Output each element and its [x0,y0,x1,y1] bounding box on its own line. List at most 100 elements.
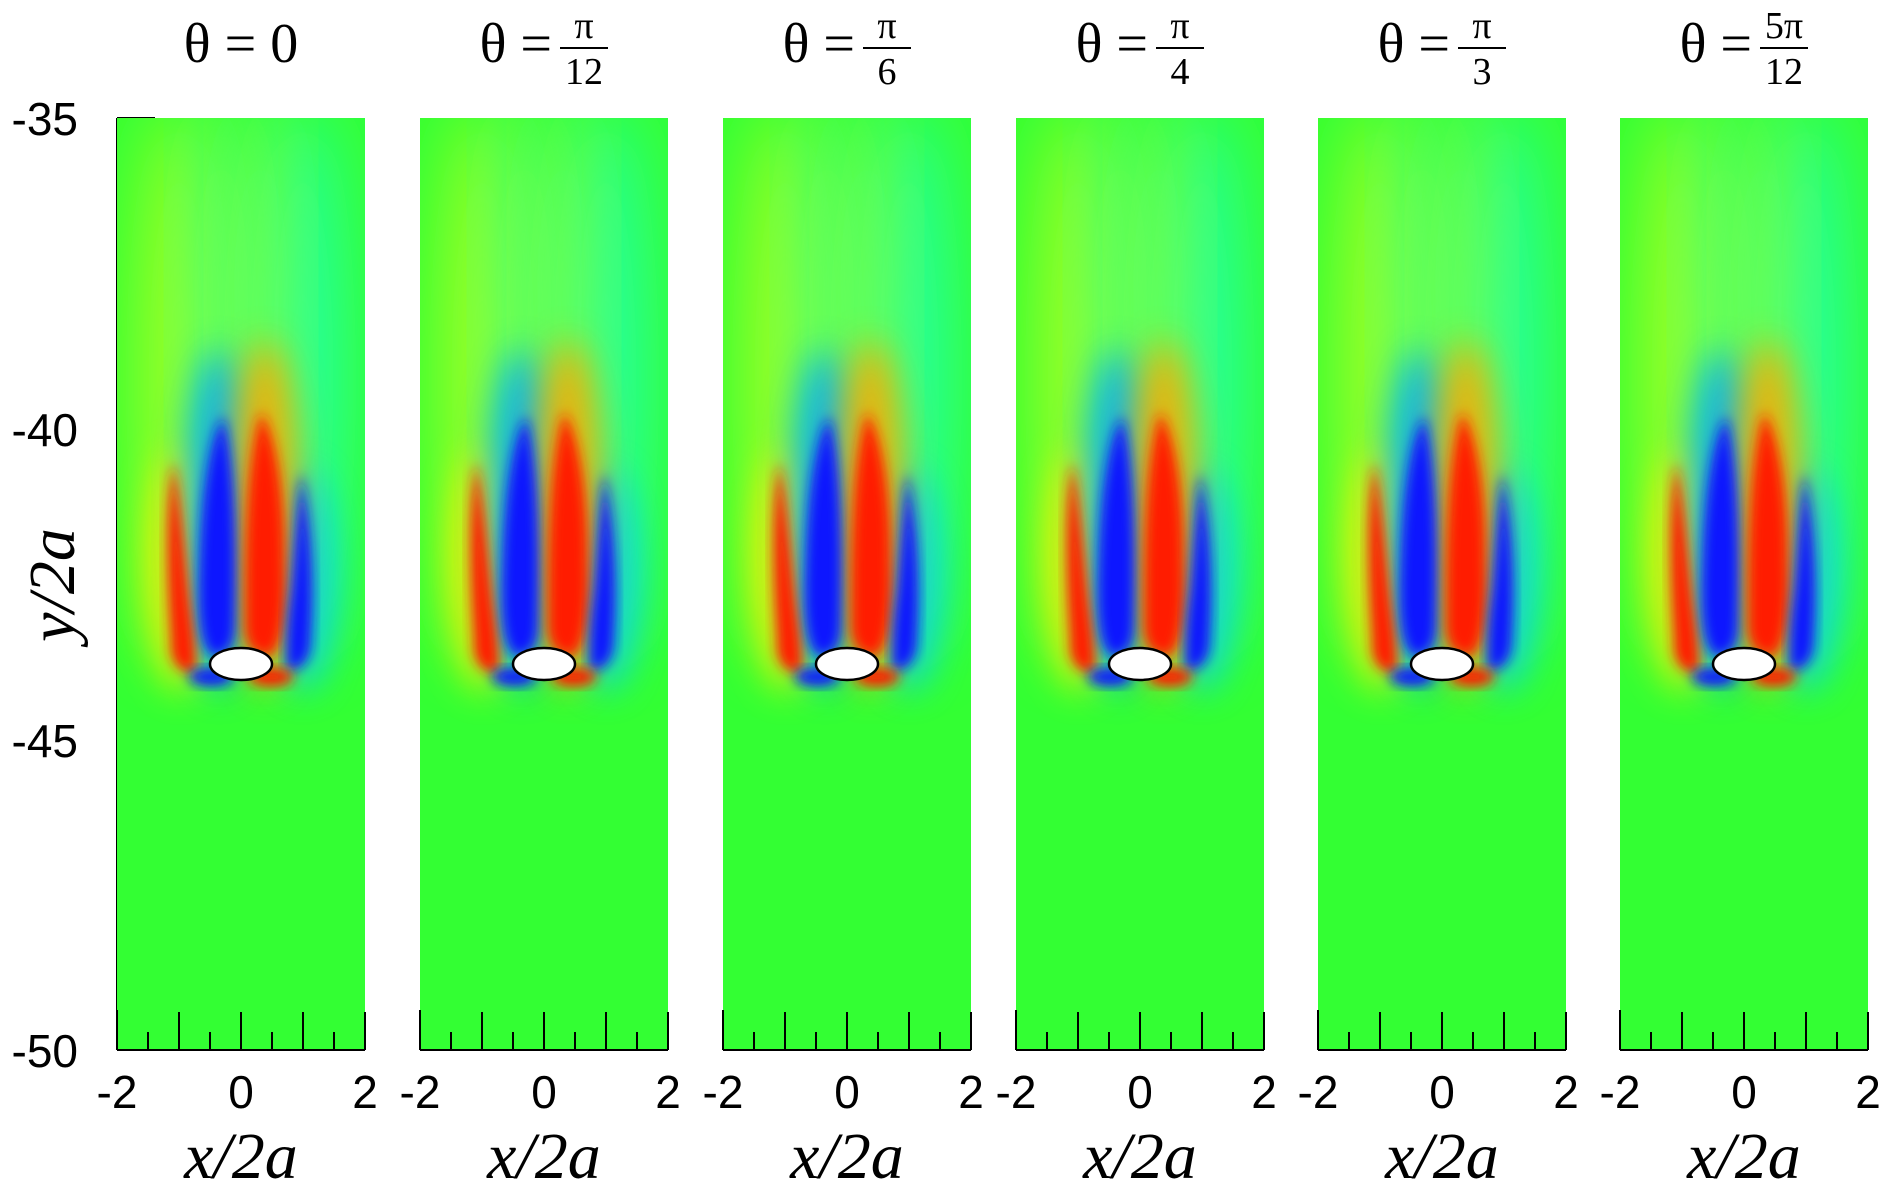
x-tick-label: -2 [1600,1066,1641,1118]
x-tick-label: 0 [531,1066,557,1118]
lobe-outer-left [773,462,802,673]
x-tick-label: 0 [834,1066,860,1118]
elliptic-body [1711,646,1777,682]
y-tick-label-minus35: -35 [12,93,78,145]
x-axis-title: x/2a [789,1120,904,1191]
lobe-inner-left [198,416,236,656]
elliptic-body [208,646,274,682]
elliptic-body [814,646,880,682]
x-axis-title: x/2a [1384,1120,1499,1191]
x-tick-label: 0 [1429,1066,1455,1118]
x-axis-6: -2 0 2 x/2a [1600,1010,1881,1191]
vorticity-field [117,118,365,1050]
lobe-inner-right [1144,412,1185,656]
lobe-outer-right [1487,472,1514,671]
panel-5: -2 0 2 x/2a θ = π3 [1298,5,1579,1191]
panel-title: θ = π4 [1076,5,1204,93]
vorticity-field [1318,118,1566,1050]
x-tick-label: -2 [996,1066,1037,1118]
theta-denominator: 3 [1473,51,1492,93]
theta-denominator: 6 [878,51,897,93]
theta-lhs: θ = [783,13,855,75]
lobe-inner-left [1399,416,1437,656]
theta-lhs: θ = [1076,13,1148,75]
x-tick-label: -2 [400,1066,441,1118]
elliptic-body [1107,646,1173,682]
lobe-inner-right [245,412,286,656]
x-tick-label: 2 [655,1066,681,1118]
lobe-inner-right [1446,412,1487,656]
lobe-inner-left [1097,416,1135,656]
theta-lhs: θ = [1378,13,1450,75]
x-tick-label: 0 [1127,1066,1153,1118]
lobe-inner-left [804,416,842,656]
lobe-outer-right [1789,472,1816,671]
lobe-inner-right [548,412,589,656]
lobe-outer-right [589,472,616,671]
x-tick-label: 2 [1251,1066,1277,1118]
theta-numerator: π [1170,5,1189,47]
theta-lhs: θ = [480,13,552,75]
panel-title: θ = 0 [184,13,298,75]
y-axis-title: y/2a [16,528,89,648]
panel-title: θ = π12 [480,5,608,93]
lobe-outer-left [167,462,196,673]
x-axis-3: -2 0 2 x/2a [703,1010,984,1191]
x-axis-1: -2 0 2 x/2a [97,1010,378,1191]
lobe-outer-right [892,472,919,671]
lobe-outer-right [1185,472,1212,671]
x-tick-label: 2 [958,1066,984,1118]
x-tick-label: -2 [703,1066,744,1118]
theta-denominator: 4 [1171,51,1190,93]
x-axis-title: x/2a [486,1120,601,1191]
vorticity-field [1620,118,1868,1050]
x-tick-label: 2 [1553,1066,1579,1118]
vorticity-field [420,118,668,1050]
theta-numerator: π [1472,5,1491,47]
lobe-outer-right [286,472,313,671]
theta-numerator: π [877,5,896,47]
panel-2: -2 0 2 x/2a θ = π12 [400,5,681,1191]
lobe-inner-right [851,412,892,656]
x-tick-label: 0 [228,1066,254,1118]
x-axis-title: x/2a [1082,1120,1197,1191]
panel-3: -2 0 2 x/2a θ = π6 [703,5,984,1191]
x-axis-4: -2 0 2 x/2a [996,1010,1277,1191]
vorticity-field [723,118,971,1050]
lobe-inner-right [1748,412,1789,656]
x-tick-label: -2 [1298,1066,1339,1118]
x-tick-label: 2 [1855,1066,1881,1118]
theta-numerator: π [574,5,593,47]
panel-1: -2 0 2 x/2a θ = 0 [97,13,378,1191]
x-tick-label: 0 [1731,1066,1757,1118]
y-tick-label-minus45: -45 [12,715,78,767]
x-tick-label: 2 [352,1066,378,1118]
vorticity-field [1016,118,1264,1050]
theta-label: θ = 0 [184,13,298,75]
y-axis: -35 -40 -45 -50 y/2a [12,93,155,1077]
x-axis-title: x/2a [1686,1120,1801,1191]
panel-4: -2 0 2 x/2a θ = π4 [996,5,1277,1191]
x-axis-title: x/2a [183,1120,298,1191]
y-tick-label-minus50: -50 [12,1025,78,1077]
x-axis-5: -2 0 2 x/2a [1298,1010,1579,1191]
panel-title: θ = π3 [1378,5,1506,93]
theta-denominator: 12 [1765,51,1803,93]
lobe-outer-left [1368,462,1397,673]
lobe-inner-left [1701,416,1739,656]
theta-lhs: θ = [1680,13,1752,75]
panel-title: θ = π6 [783,5,911,93]
theta-numerator: 5π [1765,5,1803,47]
x-tick-label: -2 [97,1066,138,1118]
theta-denominator: 12 [565,51,603,93]
y-tick-label-minus40: -40 [12,404,78,456]
lobe-outer-left [1066,462,1095,673]
lobe-inner-left [501,416,539,656]
lobe-outer-left [1670,462,1699,673]
elliptic-body [511,646,577,682]
lobe-outer-left [470,462,499,673]
x-axis-2: -2 0 2 x/2a [400,1010,681,1191]
elliptic-body [1409,646,1475,682]
